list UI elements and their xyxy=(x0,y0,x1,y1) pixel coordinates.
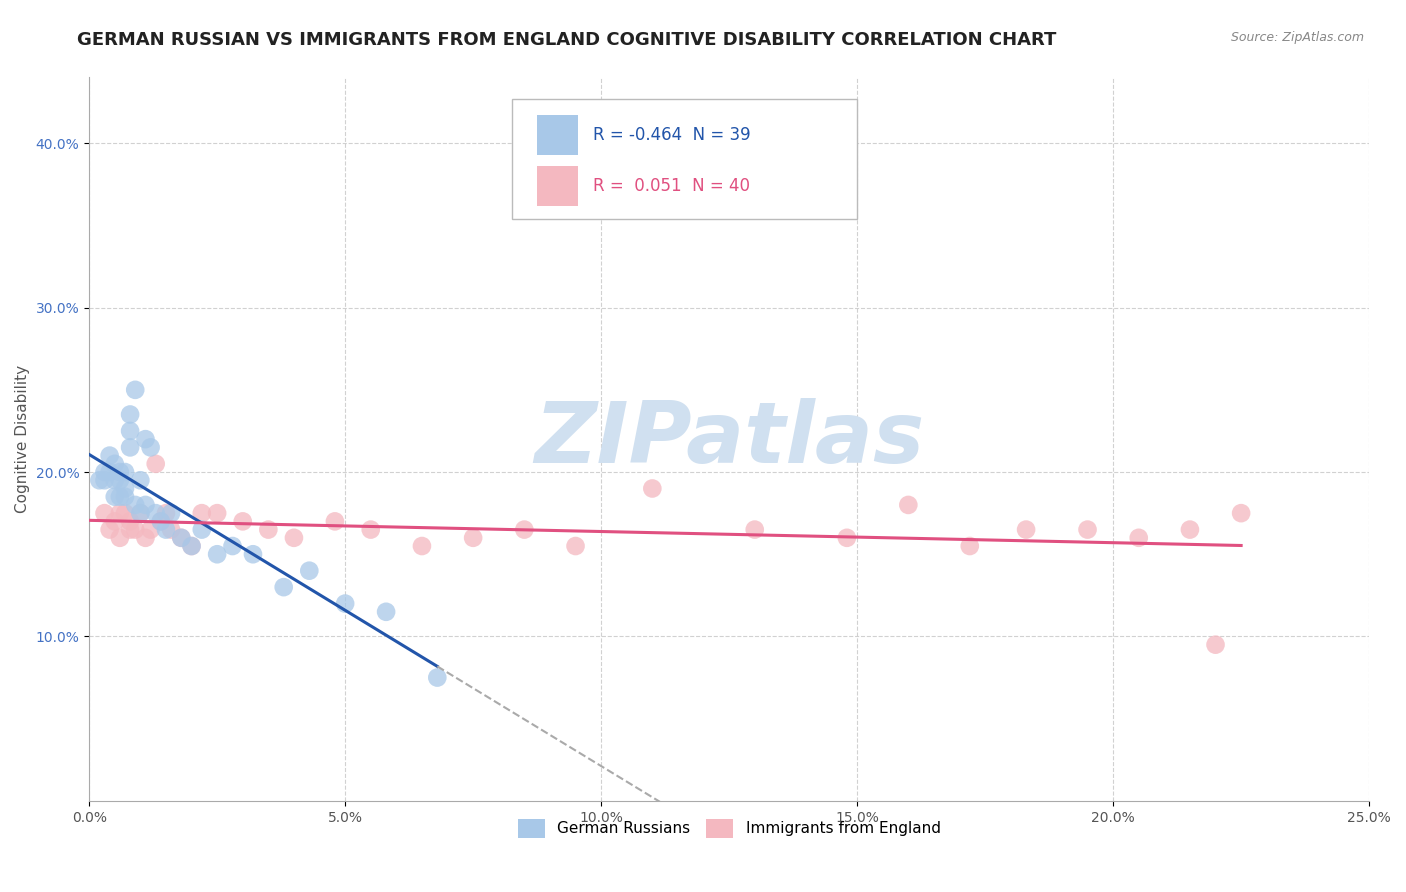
Y-axis label: Cognitive Disability: Cognitive Disability xyxy=(15,365,30,513)
Point xyxy=(411,539,433,553)
Point xyxy=(323,514,346,528)
Text: GERMAN RUSSIAN VS IMMIGRANTS FROM ENGLAND COGNITIVE DISABILITY CORRELATION CHART: GERMAN RUSSIAN VS IMMIGRANTS FROM ENGLAN… xyxy=(77,31,1057,49)
Point xyxy=(897,498,920,512)
Point xyxy=(129,473,152,487)
Point xyxy=(139,523,162,537)
Point xyxy=(93,506,115,520)
Point xyxy=(170,531,193,545)
Point xyxy=(155,506,177,520)
Point xyxy=(89,473,111,487)
Point xyxy=(134,432,156,446)
Text: Source: ZipAtlas.com: Source: ZipAtlas.com xyxy=(1230,31,1364,45)
Point xyxy=(1128,531,1150,545)
Point xyxy=(426,671,449,685)
Point xyxy=(114,465,136,479)
Point xyxy=(835,531,858,545)
Bar xyxy=(537,115,578,155)
Point xyxy=(1178,523,1201,537)
Point xyxy=(160,523,183,537)
Point xyxy=(744,523,766,537)
Point xyxy=(180,539,202,553)
Point xyxy=(124,523,146,537)
Point xyxy=(180,539,202,553)
Point xyxy=(641,482,664,496)
Point xyxy=(333,597,356,611)
Point xyxy=(108,490,131,504)
Point xyxy=(108,465,131,479)
Point xyxy=(129,506,152,520)
Point xyxy=(149,514,172,528)
Point xyxy=(242,547,264,561)
Point xyxy=(104,457,127,471)
Point xyxy=(160,506,183,520)
Point xyxy=(170,531,193,545)
Point xyxy=(134,498,156,512)
Point xyxy=(145,457,167,471)
Point xyxy=(232,514,254,528)
Point xyxy=(360,523,382,537)
Text: R = -0.464  N = 39: R = -0.464 N = 39 xyxy=(593,127,751,145)
Point xyxy=(1076,523,1098,537)
Point xyxy=(108,506,131,520)
Point xyxy=(139,441,162,455)
Point xyxy=(120,523,142,537)
Point xyxy=(375,605,398,619)
Text: ZIPatlas: ZIPatlas xyxy=(534,398,924,481)
Legend: German Russians, Immigrants from England: German Russians, Immigrants from England xyxy=(512,813,946,844)
Point xyxy=(114,482,136,496)
Point xyxy=(104,514,127,528)
Point xyxy=(124,498,146,512)
Point xyxy=(1205,638,1227,652)
Point xyxy=(1015,523,1038,537)
Point xyxy=(283,531,305,545)
Point xyxy=(104,473,127,487)
Point xyxy=(129,506,152,520)
Point xyxy=(124,383,146,397)
Point xyxy=(221,539,243,553)
Point xyxy=(120,514,142,528)
Text: R =  0.051  N = 40: R = 0.051 N = 40 xyxy=(593,177,751,195)
Point xyxy=(149,514,172,528)
Point xyxy=(93,465,115,479)
Point xyxy=(959,539,981,553)
Point xyxy=(120,441,142,455)
Point xyxy=(134,531,156,545)
Point xyxy=(98,523,121,537)
Point xyxy=(120,424,142,438)
Point xyxy=(104,490,127,504)
Point xyxy=(205,547,228,561)
Bar xyxy=(537,166,578,206)
Point xyxy=(145,506,167,520)
Point xyxy=(191,523,214,537)
Point xyxy=(98,449,121,463)
Point xyxy=(93,473,115,487)
Point xyxy=(564,539,586,553)
Point xyxy=(108,531,131,545)
Point xyxy=(513,523,536,537)
Point xyxy=(108,473,131,487)
Point xyxy=(114,506,136,520)
Point xyxy=(98,465,121,479)
Point xyxy=(273,580,295,594)
Point xyxy=(114,490,136,504)
Point xyxy=(1230,506,1253,520)
Point xyxy=(463,531,485,545)
Point xyxy=(120,408,142,422)
Point xyxy=(298,564,321,578)
Point xyxy=(205,506,228,520)
Point xyxy=(191,506,214,520)
Point xyxy=(155,523,177,537)
Point xyxy=(257,523,280,537)
FancyBboxPatch shape xyxy=(512,99,858,219)
